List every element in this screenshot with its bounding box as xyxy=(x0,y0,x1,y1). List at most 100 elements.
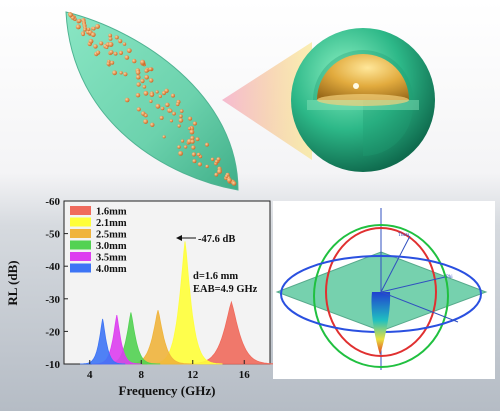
nanoparticle xyxy=(148,67,153,71)
nanoparticle xyxy=(195,137,200,142)
nanoparticle xyxy=(162,135,166,139)
nanoparticle xyxy=(165,102,170,108)
nanoparticle xyxy=(83,27,87,32)
y-tick-label: -20 xyxy=(45,326,60,338)
nanoparticle xyxy=(108,33,113,38)
nanoparticle xyxy=(124,55,130,60)
legend-swatch-2.1mm xyxy=(70,217,91,227)
nanoparticle xyxy=(99,41,104,46)
nanoparticle xyxy=(150,122,155,128)
nanoparticle xyxy=(190,135,195,141)
nanoparticle xyxy=(142,85,147,89)
nanoparticle xyxy=(155,103,161,109)
nanoparticle xyxy=(91,26,96,31)
thickness-label: d=1.6 mm xyxy=(193,271,238,282)
nanoparticle xyxy=(205,142,209,147)
nanoparticle xyxy=(108,42,114,47)
nanoparticle xyxy=(149,92,155,97)
legend-swatch-4.0mm xyxy=(70,263,91,273)
nanoparticle xyxy=(161,90,167,96)
nanoparticle xyxy=(188,126,192,131)
x-tick-label: 16 xyxy=(239,369,251,381)
y-tick-label: -40 xyxy=(45,261,60,273)
nanoparticle xyxy=(190,139,195,144)
nanoparticle xyxy=(210,157,215,161)
nanoparticle xyxy=(205,164,209,169)
y-tick-label: -10 xyxy=(45,359,60,371)
pattern-ring-green xyxy=(313,224,449,368)
nanoparticle xyxy=(143,90,149,96)
y-arrow xyxy=(380,235,411,293)
nanoparticle xyxy=(191,152,196,157)
nanoparticle xyxy=(95,24,100,29)
radiation-pattern-3d: Theta Phi xyxy=(273,201,495,379)
nanoparticle xyxy=(113,51,118,56)
nanoparticle xyxy=(143,119,149,124)
nanoparticle xyxy=(126,48,132,53)
nanoparticle xyxy=(144,68,149,73)
phi-label: Phi xyxy=(446,275,453,280)
nanoparticle xyxy=(192,121,197,126)
nanoparticle xyxy=(140,78,145,84)
nanoparticles xyxy=(68,12,237,186)
legend-label-4.0mm: 4.0mm xyxy=(96,264,127,275)
nanoparticle xyxy=(179,114,183,118)
peak-annotation: -47.6 dB xyxy=(176,234,235,245)
x-arrow xyxy=(380,291,459,323)
nanoparticle xyxy=(217,169,222,175)
peak-label: -47.6 dB xyxy=(198,234,235,245)
nanoparticle xyxy=(159,115,164,120)
nanoparticle xyxy=(187,138,192,144)
nanoparticle xyxy=(179,109,184,113)
composite-leaf-illustration xyxy=(65,11,239,191)
nanoparticle xyxy=(68,12,73,18)
nanoparticle xyxy=(114,35,119,40)
nanoparticle xyxy=(90,32,96,38)
x-tick-label: 12 xyxy=(187,369,199,381)
pattern-ring-red xyxy=(325,227,437,357)
nanoparticle xyxy=(75,24,81,30)
nanoparticle xyxy=(136,74,141,80)
phi-arrow xyxy=(380,276,446,293)
nanoparticle xyxy=(178,118,184,123)
legend-label-1.6mm: 1.6mm xyxy=(96,207,127,218)
nanoparticle xyxy=(183,145,188,149)
nanoparticle xyxy=(144,113,148,118)
legend-swatch-3.0mm xyxy=(70,240,91,250)
y-axis-title: RL (dB) xyxy=(5,260,20,305)
nanoparticle xyxy=(136,82,141,87)
x-tick-label: 8 xyxy=(139,369,145,381)
nanoparticle xyxy=(88,38,94,44)
nanoparticle xyxy=(158,94,162,99)
legend-swatch-1.6mm xyxy=(70,206,91,215)
nanoparticle xyxy=(178,151,184,156)
legend-label-2.5mm: 2.5mm xyxy=(96,230,127,241)
core-rim xyxy=(317,94,409,106)
nanoparticle xyxy=(77,18,82,23)
legend-swatch-2.5mm xyxy=(70,229,91,238)
nanoparticle xyxy=(86,27,91,31)
theta-label: Theta xyxy=(398,233,410,238)
nanoparticle xyxy=(175,102,180,107)
nanoparticle xyxy=(106,61,111,66)
nanoparticle xyxy=(155,90,159,94)
nanoparticle xyxy=(171,93,175,98)
nanoparticle xyxy=(144,74,149,80)
nanoparticle xyxy=(180,139,185,143)
nanoparticle xyxy=(169,109,173,113)
nanoparticle xyxy=(118,50,124,56)
x-ticks: 4 8 12 16 xyxy=(87,360,250,381)
y-tick-label: -50 xyxy=(45,229,60,241)
core-shell-sphere xyxy=(291,28,435,172)
nanoparticle xyxy=(227,177,232,183)
nanoparticle xyxy=(105,45,109,50)
nanoparticle xyxy=(141,111,146,116)
nanoparticle xyxy=(122,42,127,46)
y-tick-label: -60 xyxy=(45,196,60,208)
nanoparticle xyxy=(132,58,137,64)
nanoparticle xyxy=(140,59,146,65)
nanoparticle xyxy=(231,181,237,186)
nanoparticle xyxy=(189,129,195,135)
nanoparticle xyxy=(214,172,219,177)
